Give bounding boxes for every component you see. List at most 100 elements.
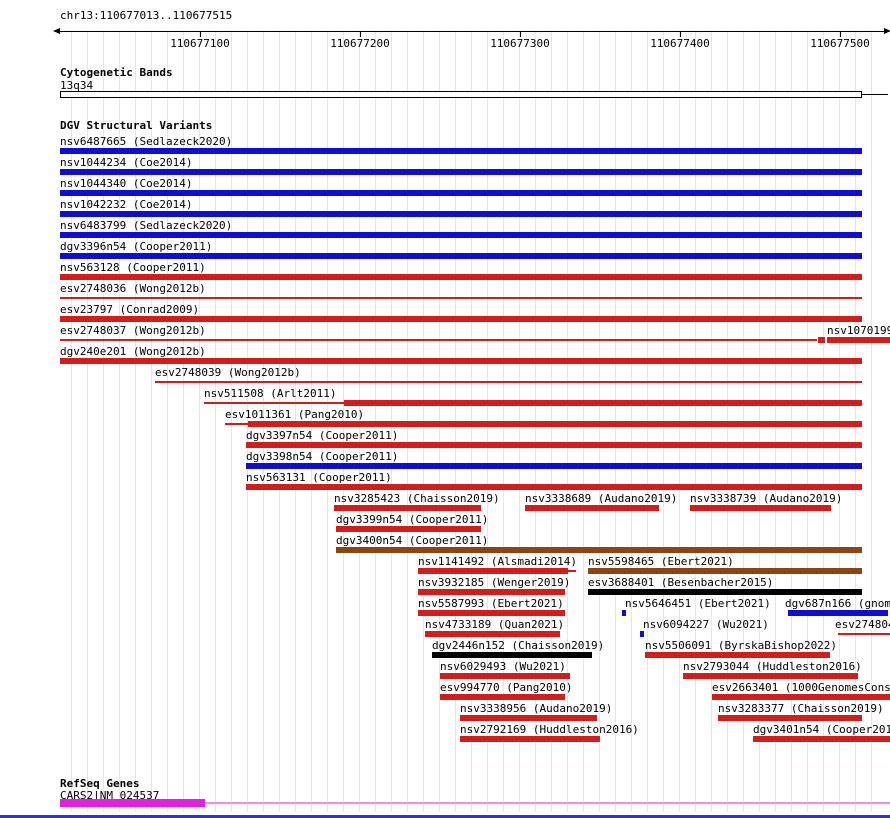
variant-bar[interactable] xyxy=(640,631,644,637)
variant-label[interactable]: nsv2792169 (Huddleston2016) xyxy=(460,723,639,736)
variant-bar[interactable] xyxy=(60,297,862,299)
ruler-tick xyxy=(680,31,681,37)
variant-bar[interactable] xyxy=(788,610,888,616)
variant-label[interactable]: dgv3400n54 (Cooper2011) xyxy=(336,534,489,547)
gene-label[interactable]: CARS2|NM_024537 xyxy=(60,789,160,802)
variant-bar[interactable] xyxy=(225,423,248,425)
variant-bar[interactable] xyxy=(690,505,831,511)
variant-label[interactable]: nsv563128 (Cooper2011) xyxy=(60,261,206,274)
variant-label[interactable]: nsv1141492 (Alsmadi2014) xyxy=(418,555,577,568)
variant-label[interactable]: dgv3398n54 (Cooper2011) xyxy=(246,450,399,463)
gene-exon-bar[interactable] xyxy=(60,799,205,807)
variant-bar[interactable] xyxy=(60,232,862,238)
variant-label[interactable]: nsv5646451 (Ebert2021) xyxy=(625,597,771,610)
variant-label[interactable]: nsv1042232 (Coe2014) xyxy=(60,198,193,211)
variant-bar[interactable] xyxy=(60,169,862,175)
variant-label[interactable]: esv2748039 (Wong2012b) xyxy=(155,366,301,379)
variant-bar[interactable] xyxy=(246,442,862,448)
variant-bar[interactable] xyxy=(336,526,481,532)
variant-label[interactable]: nsv4733189 (Quan2021) xyxy=(425,618,565,631)
variant-bar[interactable] xyxy=(818,337,825,343)
variant-bar[interactable] xyxy=(838,633,890,635)
variant-bar[interactable] xyxy=(60,358,862,364)
variant-bar[interactable] xyxy=(155,381,862,383)
variant-bar[interactable] xyxy=(645,652,830,658)
variant-bar[interactable] xyxy=(204,402,344,404)
variant-bar[interactable] xyxy=(418,610,565,616)
variant-label[interactable]: esv994770 (Pang2010) xyxy=(440,681,573,694)
variant-label[interactable]: esv2748036 (Wong2012b) xyxy=(60,282,206,295)
variant-label[interactable]: nsv5506091 (ByrskaBishop2022) xyxy=(645,639,838,652)
variant-bar[interactable] xyxy=(440,673,570,679)
variant-bar[interactable] xyxy=(525,505,659,511)
variant-bar[interactable] xyxy=(588,589,862,595)
variant-bar[interactable] xyxy=(622,610,626,616)
variant-bar[interactable] xyxy=(418,568,568,574)
variant-label[interactable]: esv2748037 (Wong2012b) xyxy=(60,324,206,337)
variant-label[interactable]: nsv1070199 xyxy=(827,324,890,337)
variant-bar[interactable] xyxy=(460,736,600,742)
variant-label[interactable]: dgv3401n54 (Cooper2011) xyxy=(753,723,890,736)
variant-label[interactable]: nsv3283377 (Chaisson2019) xyxy=(718,702,884,715)
variant-bar[interactable] xyxy=(718,715,862,721)
variant-label[interactable]: esv2663401 (1000GenomesConsort xyxy=(712,681,890,694)
variant-label[interactable]: dgv3396n54 (Cooper2011) xyxy=(60,240,213,253)
variant-bar[interactable] xyxy=(60,211,862,217)
variant-label[interactable]: dgv240e201 (Wong2012b) xyxy=(60,345,206,358)
variant-label[interactable]: nsv563131 (Cooper2011) xyxy=(246,471,392,484)
variant-bar[interactable] xyxy=(753,736,890,742)
variant-label[interactable]: nsv6029493 (Wu2021) xyxy=(440,660,566,673)
variant-label[interactable]: nsv5587993 (Ebert2021) xyxy=(418,597,564,610)
variant-bar[interactable] xyxy=(60,253,862,259)
variant-label[interactable]: nsv3285423 (Chaisson2019) xyxy=(334,492,500,505)
variant-label[interactable]: nsv3338689 (Audano2019) xyxy=(525,492,678,505)
variant-bar[interactable] xyxy=(246,463,862,469)
variant-bar[interactable] xyxy=(336,547,862,553)
variant-label[interactable]: nsv1044234 (Coe2014) xyxy=(60,156,193,169)
variant-label[interactable]: dgv687n166 (gnomAD xyxy=(785,597,890,610)
variant-bar[interactable] xyxy=(60,190,862,196)
variant-label[interactable]: nsv1044340 (Coe2014) xyxy=(60,177,193,190)
variant-bar[interactable] xyxy=(568,570,576,572)
variant-bar[interactable] xyxy=(344,400,862,406)
variant-bar[interactable] xyxy=(588,568,862,574)
variant-bar[interactable] xyxy=(683,673,858,679)
variant-label[interactable]: nsv3932185 (Wenger2019) xyxy=(418,576,571,589)
variant-bar[interactable] xyxy=(60,274,862,280)
variant-bar[interactable] xyxy=(248,421,862,427)
cytoband-section-title: Cytogenetic Bands xyxy=(60,66,173,79)
variant-bar[interactable] xyxy=(460,715,597,721)
variant-label[interactable]: dgv3397n54 (Cooper2011) xyxy=(246,429,399,442)
variant-label[interactable]: esv274804 xyxy=(835,618,890,631)
variant-bar[interactable] xyxy=(60,339,817,341)
ruler-right-arrow-icon xyxy=(884,28,890,34)
variant-label[interactable]: nsv2793044 (Huddleston2016) xyxy=(683,660,862,673)
gene-intron-line[interactable] xyxy=(205,802,890,804)
variant-bar[interactable] xyxy=(60,148,862,154)
variant-bar[interactable] xyxy=(246,484,862,490)
ruler-tick-label: 110677400 xyxy=(650,37,710,50)
ruler-tick-label: 110677100 xyxy=(170,37,230,50)
variant-label[interactable]: nsv3338956 (Audano2019) xyxy=(460,702,613,715)
variant-bar[interactable] xyxy=(432,652,592,658)
variant-label[interactable]: esv1011361 (Pang2010) xyxy=(225,408,365,421)
variant-label[interactable]: nsv3338739 (Audano2019) xyxy=(690,492,843,505)
variant-label[interactable]: esv3688401 (Besenbacher2015) xyxy=(588,576,774,589)
variant-bar[interactable] xyxy=(425,631,560,637)
cytoband-rect[interactable] xyxy=(60,91,862,98)
variant-label[interactable]: nsv6487665 (Sedlazeck2020) xyxy=(60,135,233,148)
variant-label[interactable]: dgv3399n54 (Cooper2011) xyxy=(336,513,489,526)
variant-bar[interactable] xyxy=(440,694,565,700)
variant-label[interactable]: nsv6483799 (Sedlazeck2020) xyxy=(60,219,233,232)
variant-bar[interactable] xyxy=(60,316,862,322)
variant-bar[interactable] xyxy=(827,337,890,343)
variant-label[interactable]: nsv5598465 (Ebert2021) xyxy=(588,555,734,568)
variant-label[interactable]: dgv2446n152 (Chaisson2019) xyxy=(432,639,605,652)
variant-bar[interactable] xyxy=(712,694,890,700)
variant-label[interactable]: nsv511508 (Arlt2011) xyxy=(204,387,337,400)
ruler-left-arrow-icon xyxy=(53,28,60,34)
variant-label[interactable]: esv23797 (Conrad2009) xyxy=(60,303,200,316)
variant-bar[interactable] xyxy=(334,505,481,511)
variant-label[interactable]: nsv6094227 (Wu2021) xyxy=(643,618,769,631)
variant-bar[interactable] xyxy=(418,589,565,595)
